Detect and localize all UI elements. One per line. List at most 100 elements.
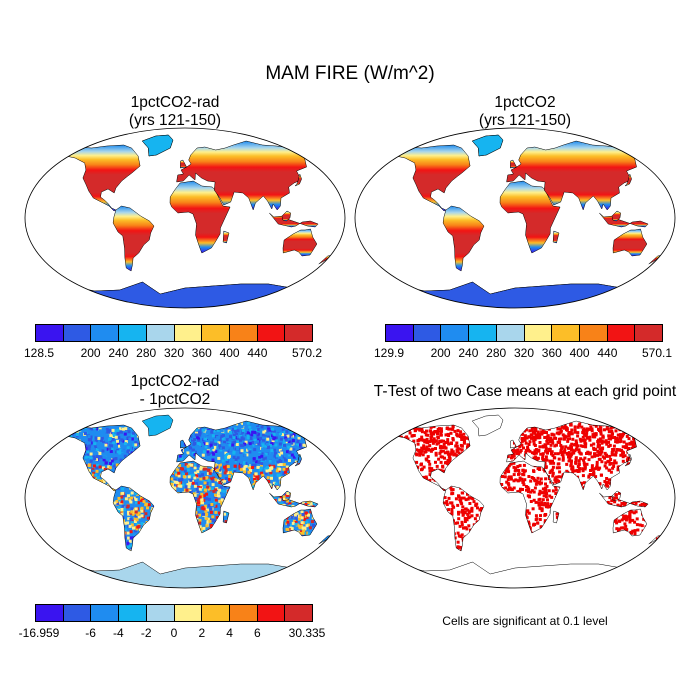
colorbar-3-label: -2 [140, 626, 152, 640]
colorbar-3-swatch [146, 604, 175, 622]
colorbar-1-label: 360 [191, 346, 212, 360]
colorbar-1-swatch [146, 324, 175, 342]
panel-1-title-line1: 1pctCO2-rad [130, 94, 220, 111]
figure-title: MAM FIRE (W/m^2) [265, 63, 435, 84]
colorbar-3-swatch [285, 604, 314, 622]
land-eurasia [506, 420, 646, 491]
colorbar-1 [35, 324, 314, 342]
significance-note: Cells are significant at 0.1 level [442, 614, 608, 628]
map-border [24, 127, 346, 309]
colorbar-3-swatch [202, 604, 230, 622]
colorbar-3-swatch [63, 604, 92, 622]
land-uk [510, 159, 517, 169]
colorbar-1-label: 200 [80, 346, 101, 360]
land-australia [282, 228, 318, 257]
colorbar-2-swatch [385, 324, 414, 342]
colorbar-3 [35, 604, 314, 622]
panel-1-title-line2: (yrs 121-150) [128, 112, 222, 129]
panel-4-title-line1: T-Test of two Case means at each grid po… [373, 383, 677, 400]
colorbar-3-swatch [35, 604, 64, 622]
colorbar-1-label: 570.2 [291, 346, 323, 360]
land-borneo [611, 490, 621, 502]
land-greenland [141, 414, 174, 437]
map-panel-1pctco2-rad [24, 127, 346, 309]
land-greenland-overlay [141, 134, 174, 157]
colorbar-2-label: 360 [541, 346, 562, 360]
map-panel-ttest [354, 407, 676, 589]
colorbar-3-label: 2 [198, 626, 206, 640]
colorbar-2-label: 400 [569, 346, 590, 360]
colorbar-2-label: 570.1 [641, 346, 673, 360]
land-greenland [471, 414, 504, 437]
land-namerica [65, 424, 141, 492]
land-borneo [611, 210, 621, 222]
land-namerica [65, 144, 141, 212]
land-samerica [442, 205, 485, 272]
colorbar-1-label: 400 [219, 346, 240, 360]
land-eurasia [176, 140, 316, 211]
land-namerica [395, 144, 471, 212]
colorbar-3-label: -6 [85, 626, 96, 640]
colorbar-1-swatch [63, 324, 92, 342]
colorbar-2-label: 320 [513, 346, 535, 360]
colorbar-2-label: 280 [486, 346, 507, 360]
land-australia [612, 508, 648, 537]
land-madagascar [222, 510, 230, 524]
land-samerica [112, 485, 155, 552]
panel-2-title: 1pctCO2 (yrs 121-150) [375, 94, 675, 130]
colorbar-1-label: 240 [108, 346, 129, 360]
land-madagascar [222, 230, 230, 244]
colorbar-1-label: 280 [136, 346, 157, 360]
map-panel-difference [24, 407, 346, 589]
land-eurasia [506, 140, 646, 211]
colorbar-2-swatch [635, 324, 664, 342]
land-uk [180, 439, 187, 449]
colorbar-1-label: 320 [163, 346, 185, 360]
colorbar-2-swatch [524, 324, 553, 342]
colorbar-3-label: -4 [113, 626, 124, 640]
panel-1-title: 1pctCO2-rad (yrs 121-150) [25, 94, 325, 130]
panel-2-title-line2: (yrs 121-150) [478, 112, 572, 129]
colorbar-2-label: 440 [597, 346, 618, 360]
map-border [354, 407, 676, 589]
land-japan [294, 173, 302, 187]
land-indonesia [269, 212, 319, 228]
colorbar-2-swatch [413, 324, 442, 342]
colorbar-3-swatch [91, 604, 120, 622]
colorbar-1-swatch [35, 324, 64, 342]
colorbar-3-swatch [229, 604, 258, 622]
colorbar-2-swatch [469, 324, 497, 342]
colorbar-2-swatch [441, 324, 470, 342]
colorbar-2-swatch [552, 324, 580, 342]
land-borneo [281, 490, 291, 502]
colorbar-1-swatch [285, 324, 314, 342]
colorbar-1-swatch [202, 324, 230, 342]
land-africa [169, 180, 231, 254]
colorbar-1-swatch [119, 324, 147, 342]
colorbar-1-swatch [229, 324, 258, 342]
panel-3-title-line2: - 1pctCO2 [139, 391, 211, 408]
land-africa [169, 460, 231, 534]
colorbar-2-label: 200 [430, 346, 451, 360]
land-japan [624, 173, 632, 187]
colorbar-2-swatch [579, 324, 608, 342]
land-madagascar [552, 230, 560, 244]
colorbar-2 [385, 324, 664, 342]
land-namerica [395, 424, 471, 492]
map-border [354, 127, 676, 309]
map-border [24, 407, 346, 589]
colorbar-3-label: 30.335 [288, 626, 326, 640]
land-africa [499, 460, 561, 534]
land-japan [624, 453, 632, 467]
land-nz [318, 254, 334, 265]
colorbar-1-label: 440 [247, 346, 268, 360]
colorbar-2-label: 129.9 [373, 346, 405, 360]
land-antarctica-overlay [389, 281, 634, 308]
panel-3-title-line1: 1pctCO2-rad [130, 373, 220, 390]
land-antarctica [389, 561, 634, 588]
land-australia [612, 228, 648, 257]
land-borneo [281, 210, 291, 222]
colorbar-2-label: 240 [458, 346, 479, 360]
panel-2-title-line1: 1pctCO2 [494, 94, 556, 111]
colorbar-1-swatch [257, 324, 286, 342]
